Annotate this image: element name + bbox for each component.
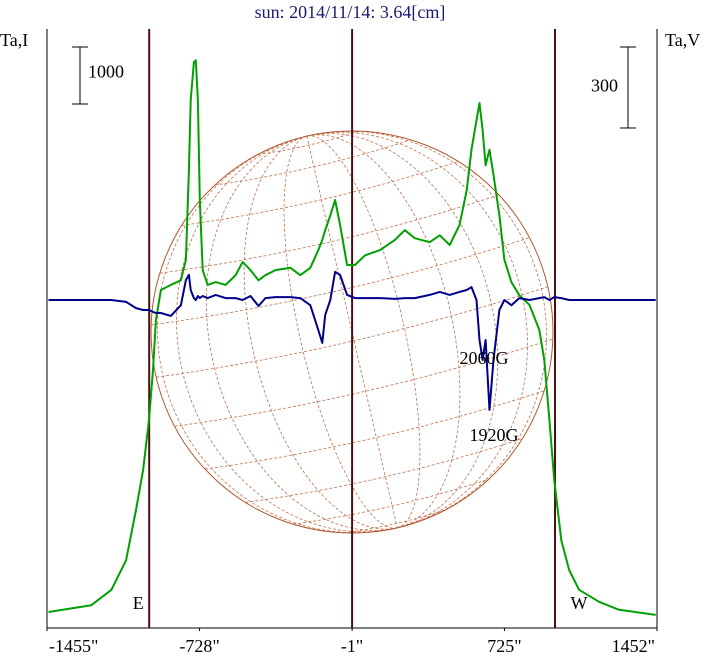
x-tick-label: 1452" [612, 636, 655, 656]
meridian [306, 133, 499, 529]
chart-title: sun: 2014/11/14: 3.64[cm] [255, 2, 446, 22]
solar-disk [150, 130, 554, 534]
meridian [176, 135, 398, 533]
meridian [306, 135, 421, 529]
scale-bar-label: 1000 [88, 62, 124, 82]
parallel [257, 130, 360, 155]
limb-label: E [133, 593, 144, 613]
meridian [306, 134, 461, 529]
x-tick-label: -728" [179, 636, 219, 656]
annotation: 2060G [460, 348, 509, 368]
y-axis-label: Ta,I [0, 30, 28, 50]
disk-grid [151, 130, 554, 534]
x-tick-label: 725" [487, 636, 521, 656]
parallel [181, 161, 459, 226]
series-line [48, 270, 656, 411]
parallel [204, 390, 545, 470]
meridian [157, 135, 398, 534]
parallel [293, 478, 490, 525]
scale-bar [620, 46, 636, 129]
parallel [151, 237, 530, 326]
parallel [156, 286, 548, 378]
series-line [48, 59, 656, 616]
limb-label: W [571, 593, 588, 613]
x-tick-label: -1455" [49, 636, 98, 656]
parallel [214, 139, 411, 186]
meridian [306, 131, 528, 529]
parallel [245, 438, 523, 503]
scale-bar-label: 300 [591, 76, 618, 96]
parallel [159, 194, 500, 274]
parallel [174, 338, 554, 427]
annotation: 1920G [470, 425, 519, 445]
y2-axis-label: Ta,V [665, 30, 700, 50]
scale-bar [72, 46, 88, 105]
meridian [306, 130, 547, 529]
meridian [205, 135, 398, 531]
meridian [283, 135, 398, 529]
x-tick-label: -1" [341, 636, 363, 656]
meridian [243, 135, 398, 530]
parallel [344, 509, 447, 534]
